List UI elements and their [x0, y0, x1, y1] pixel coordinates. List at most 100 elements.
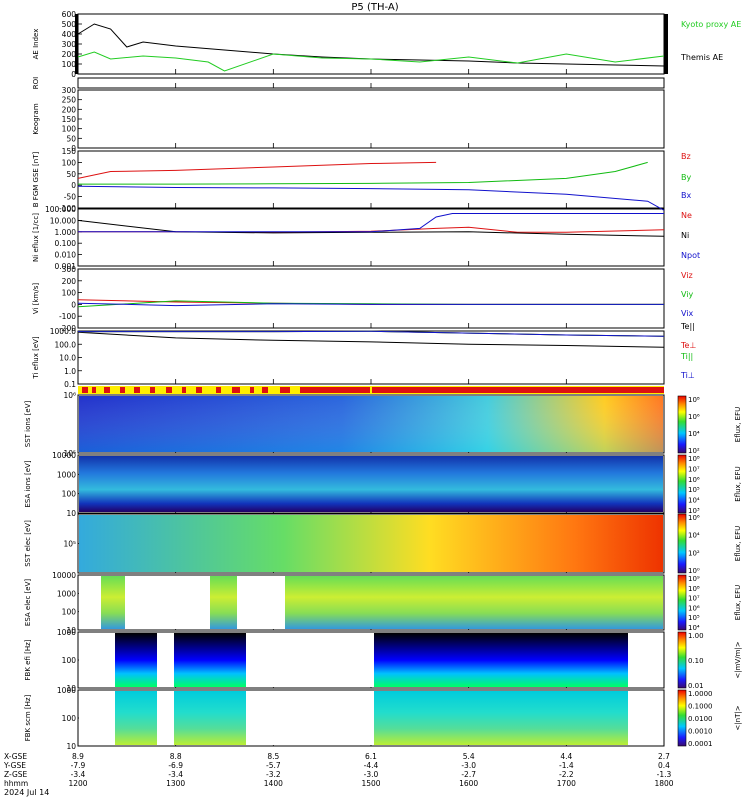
y-tick-label: 0.1 — [64, 380, 76, 389]
x-axis-value: 1500 — [361, 779, 380, 788]
panel-vi: Vi [km/s] 300 200 100 0 -100 -200 — [32, 265, 665, 333]
x-axis-value: -2.7 — [461, 770, 476, 779]
series-line-npot — [78, 213, 664, 233]
y-tick-label: 200 — [62, 105, 77, 114]
esa-ion-spectrogram — [79, 456, 663, 512]
colorbar-tick-label: 10⁴ — [688, 624, 700, 632]
colorbar-label: <|nT|> — [734, 705, 742, 730]
y-tick-label: 0 — [71, 300, 76, 309]
colorbar-tick-label: 0.10 — [688, 657, 704, 665]
flag-mark — [150, 387, 155, 393]
panel-label: SST elec [eV] — [24, 520, 32, 567]
quality-flag-bar — [78, 386, 664, 394]
colorbar-gradient — [677, 631, 687, 689]
x-axis-value: 2.7 — [658, 752, 670, 761]
panel-bfgm: B FGM GSE [nT] 150 100 50 0 -50 -100 — [32, 147, 665, 213]
colorbar-tick-label: 10⁰ — [688, 567, 700, 575]
colorbar-label: <|mV/m|> — [734, 641, 742, 678]
y-tick-label: 100.0 — [55, 340, 77, 349]
y-tick-label: 600 — [62, 10, 77, 19]
legend-viz: Viz — [681, 271, 693, 280]
x-axis-value: 1300 — [166, 779, 185, 788]
legend-themis: Themis AE — [680, 53, 723, 62]
y-tick-label: 300 — [62, 265, 77, 274]
panel-frame — [77, 13, 665, 75]
panel-group: AE Index6005004003002001000ROIKeogram300… — [24, 10, 668, 751]
y-tick-label: 10 — [66, 509, 76, 518]
panel-frame — [77, 89, 665, 149]
panel-ti: Ti eflux [eV] 1000.0 100.0 10.0 1.0 0.1 — [32, 327, 665, 389]
y-tick-label: 100 — [62, 158, 77, 167]
legend-by: By — [681, 173, 691, 182]
colorbar-tick-label: 10⁴ — [688, 430, 700, 438]
y-tick-label: 150 — [62, 147, 77, 156]
colorbar-tick-label: 1.0000 — [688, 690, 713, 698]
y-tick-label: 10⁶ — [63, 391, 76, 400]
panel-label: Keogram — [32, 103, 40, 134]
panel-label: ROI — [32, 77, 40, 89]
y-tick-label: 200 — [62, 277, 77, 286]
x-axis-value: -1.3 — [657, 770, 672, 779]
colorbar-tick-label: 10⁸ — [688, 585, 700, 593]
y-tick-label: 10⁵ — [63, 449, 76, 458]
x-axis-value: 1200 — [68, 779, 87, 788]
colorbar: 10⁸ 10⁷ 10⁶ 10⁵ 10⁴ 10³ Eflux, EFU — [677, 454, 742, 515]
y-tick-label: 100 — [62, 714, 77, 723]
colorbar-tick-label: 0.0100 — [688, 715, 713, 723]
flag-mark — [300, 387, 370, 393]
x-axis-value: 1600 — [459, 779, 478, 788]
colorbar-gradient — [677, 574, 687, 631]
series-line-kyotoproxyae — [77, 51, 665, 72]
x-axis-value: -3.4 — [71, 770, 86, 779]
flag-mark — [250, 387, 254, 393]
y-tick-label: 10000 — [52, 571, 76, 580]
y-tick-label: 10 — [66, 684, 76, 693]
panel-label: FBK scm [Hz] — [24, 694, 32, 741]
y-tick-label: 1000 — [57, 628, 76, 637]
y-tick-label: 1.0 — [64, 367, 76, 376]
series-line-bx — [77, 185, 665, 211]
panel-label: ESA ions [eV] — [24, 460, 32, 507]
x-axis-value: -2.2 — [559, 770, 574, 779]
x-axis-row-label: Y-GSE — [3, 761, 26, 770]
colorbar-tick-label: 10⁵ — [688, 614, 700, 622]
y-tick-label: -200 — [59, 324, 76, 333]
legends: Kyoto proxy AE Themis AE Bz By Bx Ne Ni … — [680, 20, 741, 380]
legend-bx: Bx — [681, 191, 691, 200]
legend-ti-perp: Ti⊥ — [680, 371, 695, 380]
colorbar-label: Eflux, EFU — [734, 526, 742, 561]
y-tick-label: 0.100 — [55, 239, 77, 248]
panel-label: Vi [km/s] — [32, 283, 40, 314]
colorbar-tick-label: 10² — [688, 447, 700, 455]
fbk-b-block — [174, 691, 246, 745]
y-tick-label: 0 — [71, 144, 76, 153]
legend-ni: Ni — [681, 231, 689, 240]
series-layer — [77, 23, 665, 348]
y-tick-label: 400 — [62, 30, 77, 39]
esa-elec-gap — [237, 576, 285, 629]
y-tick-label: 100 — [62, 656, 77, 665]
panel-label: Ti eflux [eV] — [32, 336, 40, 380]
flag-mark — [134, 387, 140, 393]
panel-label: Ni eflux [1/cc] — [32, 213, 40, 262]
colorbar: 10⁸ 10⁶ 10⁴ 10² Eflux, EFU — [677, 395, 742, 455]
y-tick-label: 0.010 — [55, 251, 77, 260]
y-tick-label: 100 — [62, 125, 77, 134]
colorbar-gradient — [677, 454, 687, 514]
edge-bar — [664, 14, 668, 74]
y-tick-label: 10 — [66, 626, 76, 635]
series-line-themisae — [77, 23, 665, 67]
y-tick-label: -100 — [59, 312, 76, 321]
plot-title: P5 (TH-A) — [351, 2, 398, 13]
colorbar-tick-label: 10⁴ — [688, 532, 700, 540]
y-tick-label: 500 — [62, 20, 77, 29]
panel-label: AE Index — [32, 29, 40, 60]
panel-label: ESA elec [eV] — [24, 579, 32, 626]
colorbar-tick-label: 0.01 — [688, 682, 704, 690]
colorbar-tick-label: 10⁴ — [688, 497, 700, 505]
panel-label: FBK efi [Hz] — [24, 639, 32, 680]
colorbar-tick-label: 10⁸ — [688, 455, 700, 463]
colorbar: 1.0000 0.1000 0.0100 0.0010 0.0001 <|nT|> — [677, 689, 742, 748]
